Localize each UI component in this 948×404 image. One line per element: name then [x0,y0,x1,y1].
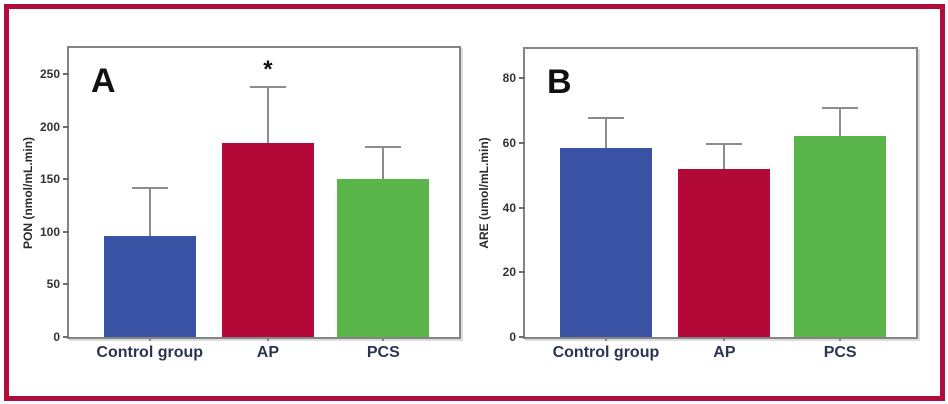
y-tick-mark [63,283,69,286]
bar-pcs [337,179,430,337]
x-tick-mark [382,337,385,341]
y-tick-label: 100 [39,224,60,239]
y-tick-mark [519,77,525,80]
y-tick-label: 80 [502,71,516,86]
y-tick-mark [519,336,525,338]
plot-area-b: B ARE (umol/mL.min) 0 20 40 60 80 Control gro… [477,47,918,361]
x-category-label-ap: AP [256,344,280,361]
bar-ap [678,168,771,337]
y-tick-label: 60 [502,135,516,150]
y-tick-label: 0 [53,330,60,344]
error-bar-line-control-group [148,186,151,237]
y-tick-label: 20 [502,265,516,280]
error-bar-cap-pcs [365,145,402,148]
y-tick-mark [63,73,69,76]
y-tick-mark [63,230,69,233]
x-tick-mark [723,337,726,341]
y-tick-mark [519,271,525,274]
bar-control-group [559,147,652,337]
x-tick-mark [839,337,842,341]
y-axis-label-a: PON (nmol/mL.min) [21,136,35,249]
error-bar-cap-control-group [587,116,624,119]
y-tick-mark [63,336,69,338]
panel-letter-b: B [547,63,573,101]
error-bar-line-pcs [839,107,842,137]
x-tick-mark [266,337,269,341]
y-tick-label: 200 [39,119,60,134]
error-bar-cap-pcs [822,107,859,110]
error-bar-line-pcs [382,145,385,180]
error-bar-cap-ap [249,85,286,88]
y-tick-mark [63,178,69,181]
x-tick-mark [148,337,151,341]
y-tick-label: 250 [39,67,60,82]
y-axis-label-b: ARE (umol/mL.min) [477,137,491,249]
x-category-label-ap: AP [713,344,736,361]
y-tick-label: 0 [509,330,516,344]
x-tick-mark [604,337,607,341]
y-tick-label: 150 [39,172,60,187]
panel-letter-a: A [91,62,117,100]
bar-ap [221,142,314,337]
error-bar-cap-control-group [131,186,168,189]
y-tick-mark [519,141,525,144]
x-category-label-control-group: Control group [552,344,660,361]
y-tick-label: 50 [46,277,60,292]
plot-area-a: A PON (nmol/mL.min) 0 50 100 150 200 250 Contr… [21,46,461,361]
significance-asterisk: * [263,55,273,83]
y-tick-mark [63,125,69,128]
y-tick-mark [519,206,525,209]
y-tick-label: 40 [502,200,516,215]
bar-control-group [103,236,196,337]
x-category-label-control-group: Control group [96,344,204,361]
x-category-label-pcs: PCS [366,344,400,361]
x-category-label-pcs: PCS [823,344,857,361]
error-bar-cap-ap [706,142,743,145]
error-bar-line-ap [266,85,269,143]
error-bar-line-ap [723,142,726,169]
bar-pcs [794,136,887,337]
error-bar-line-control-group [604,116,607,148]
